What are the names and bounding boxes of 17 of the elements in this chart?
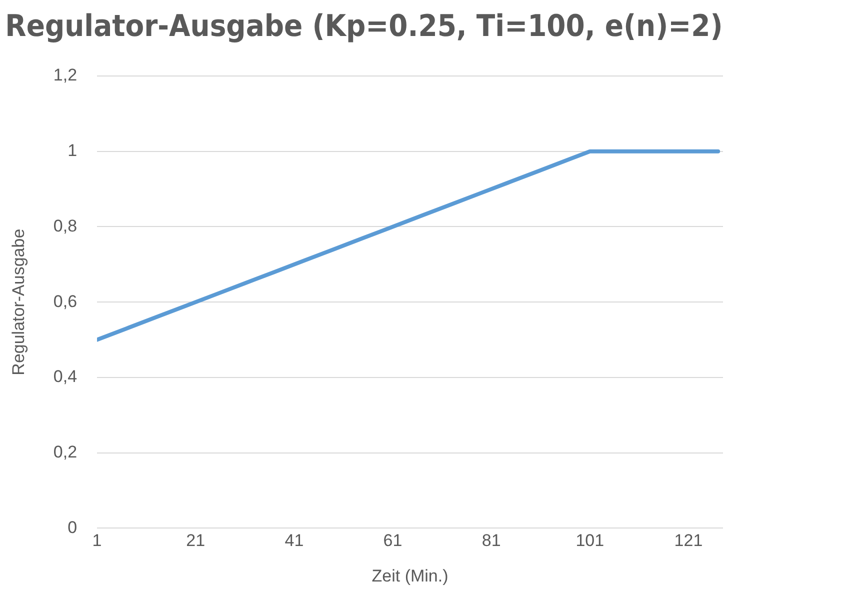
y-axis-title: Regulator-Ausgabe (8, 228, 28, 376)
y-tick-label: 1,2 (53, 66, 78, 85)
x-tick-label: 101 (576, 531, 604, 550)
x-axis-title: Zeit (Min.) (372, 566, 448, 586)
x-tick-label: 81 (482, 531, 501, 550)
x-tick-label: 1 (92, 531, 102, 550)
y-tick-label: 0 (68, 518, 78, 537)
y-tick-label: 0,6 (53, 292, 78, 311)
x-tick-label: 41 (284, 531, 304, 550)
y-tick-label: 1 (68, 141, 78, 160)
y-tick-label: 0,4 (53, 367, 78, 386)
x-tick-label: 21 (186, 531, 206, 550)
x-tick-label: 61 (383, 531, 402, 550)
x-tick-label: 121 (674, 531, 703, 550)
y-tick-label: 0,2 (53, 442, 78, 462)
chart-title: Regulator-Ausgabe (Kp=0.25, Ti=100, e(n)=2) (5, 8, 723, 44)
y-tick-label: 0,8 (53, 216, 78, 236)
